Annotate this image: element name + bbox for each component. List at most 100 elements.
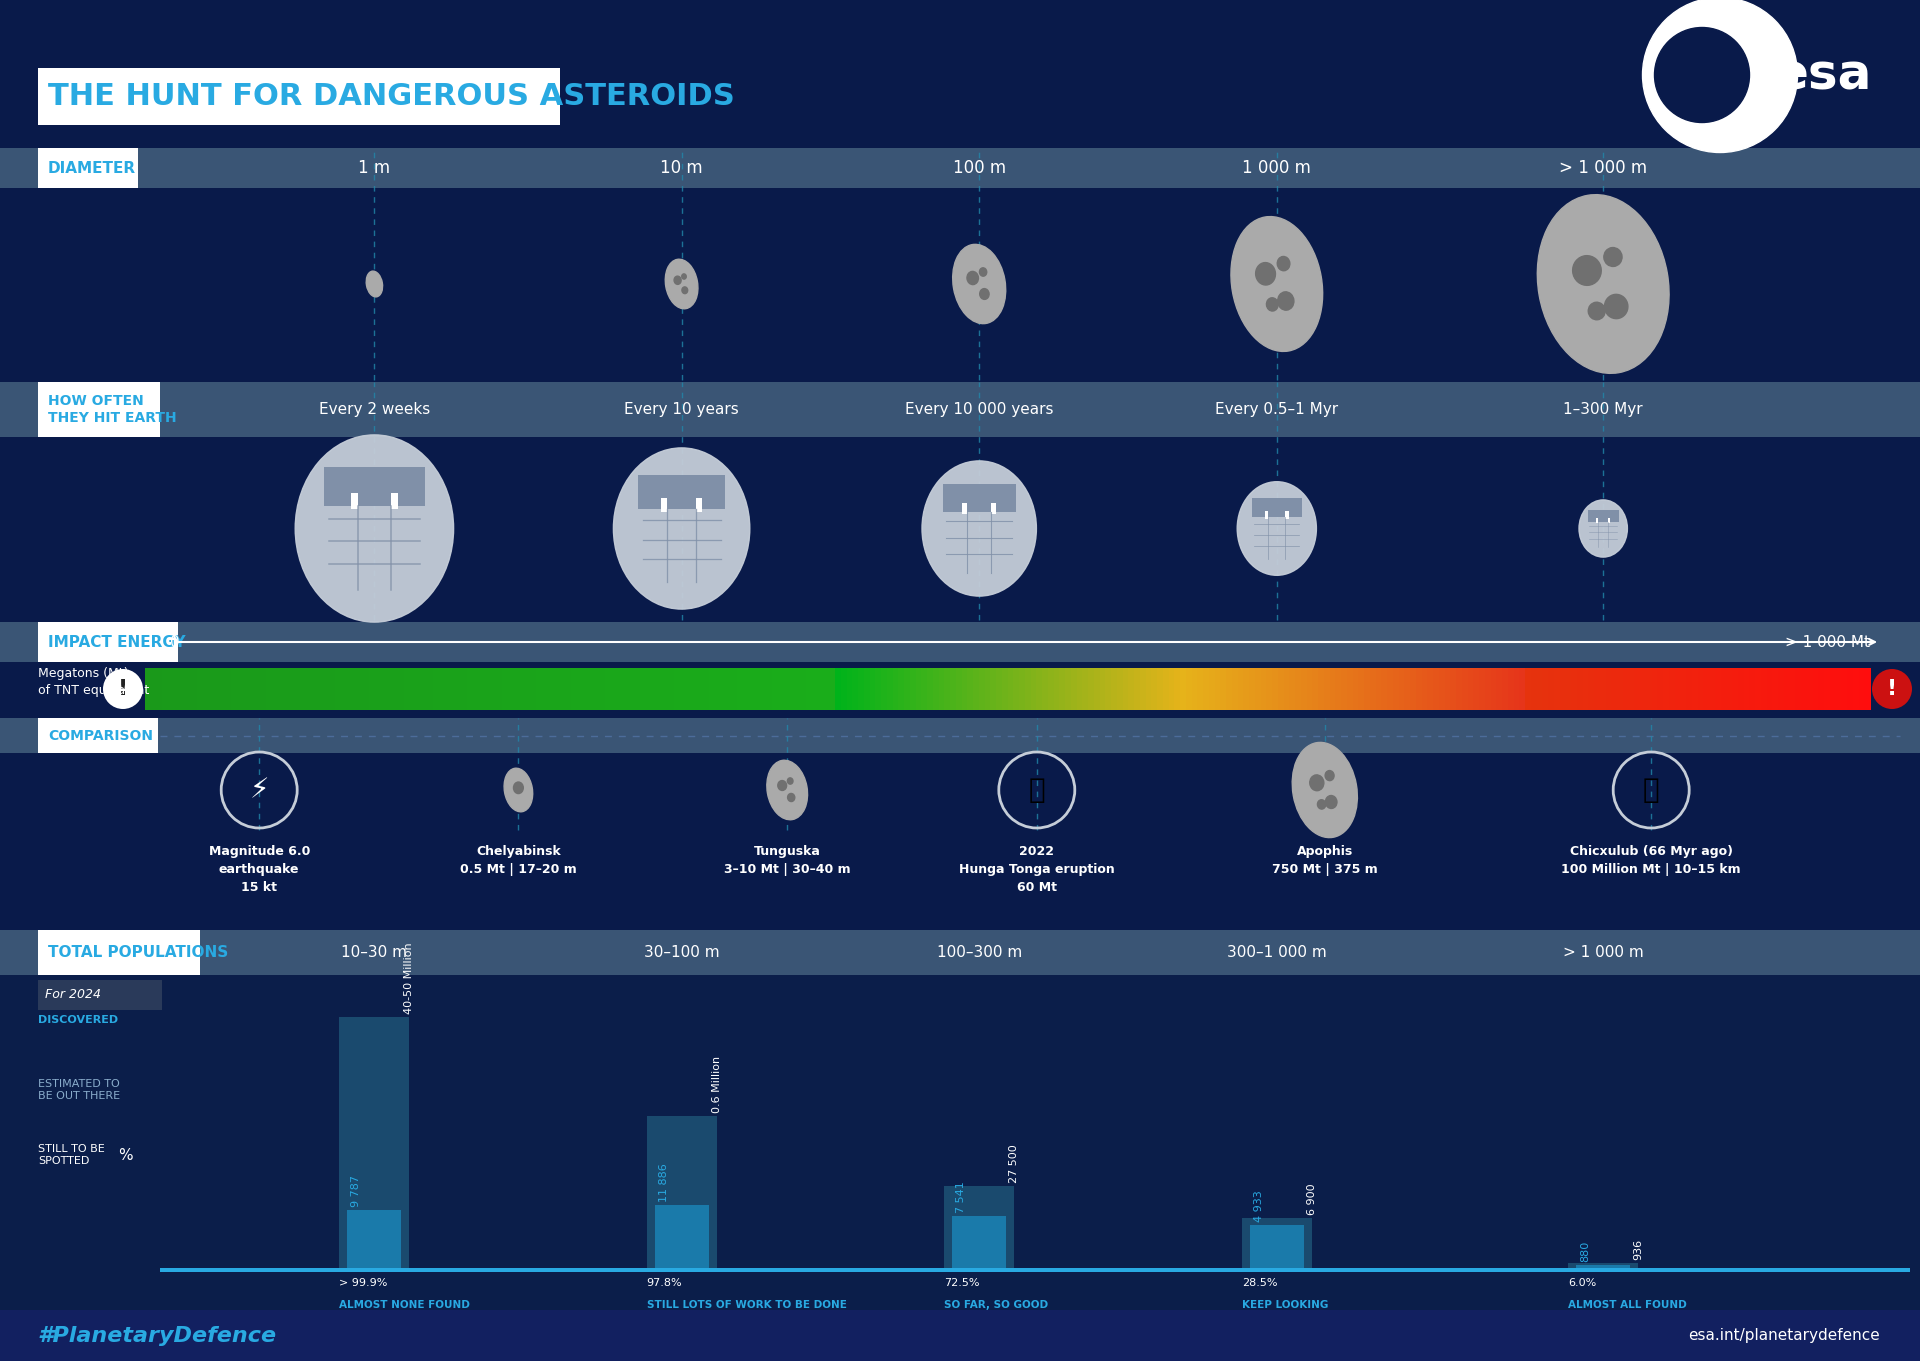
Bar xyxy=(1732,668,1738,710)
Bar xyxy=(1651,668,1657,710)
Bar xyxy=(772,668,778,710)
Bar xyxy=(0,719,1920,753)
Bar xyxy=(726,668,732,710)
Bar xyxy=(351,668,359,710)
Ellipse shape xyxy=(1605,294,1628,318)
Bar xyxy=(484,668,490,710)
Bar xyxy=(380,668,388,710)
Bar xyxy=(1427,668,1434,710)
Bar xyxy=(660,498,668,512)
Bar xyxy=(455,668,461,710)
Bar xyxy=(1755,668,1761,710)
Text: 10–30 m: 10–30 m xyxy=(342,945,407,960)
Bar xyxy=(225,668,232,710)
Bar xyxy=(449,668,457,710)
Bar xyxy=(1766,668,1772,710)
Bar xyxy=(1020,668,1025,710)
Bar xyxy=(0,1311,1920,1361)
Bar xyxy=(1334,668,1342,710)
Bar xyxy=(1478,668,1486,710)
Bar xyxy=(1014,668,1020,710)
Bar xyxy=(1227,668,1233,710)
Ellipse shape xyxy=(513,783,524,793)
Bar xyxy=(637,475,726,509)
Text: 300–1 000 m: 300–1 000 m xyxy=(1227,945,1327,960)
Ellipse shape xyxy=(922,461,1037,596)
Bar xyxy=(1037,668,1043,710)
Bar xyxy=(1565,668,1571,710)
Bar xyxy=(991,668,996,710)
Bar xyxy=(38,68,561,125)
Bar xyxy=(1801,668,1807,710)
Bar xyxy=(1025,668,1031,710)
Bar xyxy=(1617,668,1622,710)
Bar xyxy=(778,668,783,710)
Bar xyxy=(939,668,945,710)
Bar xyxy=(1697,668,1703,710)
Bar xyxy=(311,668,319,710)
Text: !: ! xyxy=(1887,679,1897,700)
Bar xyxy=(1668,668,1674,710)
Text: ⚡: ⚡ xyxy=(250,776,269,804)
Ellipse shape xyxy=(952,245,1006,324)
Bar xyxy=(991,502,996,514)
Bar xyxy=(1519,668,1526,710)
Bar xyxy=(1323,668,1331,710)
Bar xyxy=(1117,668,1123,710)
Bar xyxy=(1392,668,1400,710)
Bar xyxy=(1357,668,1365,710)
Bar xyxy=(1490,668,1498,710)
Text: 2022
Hunga Tonga eruption
60 Mt: 2022 Hunga Tonga eruption 60 Mt xyxy=(958,845,1116,894)
Bar xyxy=(324,467,424,506)
Bar xyxy=(159,1268,1910,1273)
Bar xyxy=(979,668,985,710)
Text: 6.0%: 6.0% xyxy=(1569,1278,1596,1288)
Bar xyxy=(628,668,634,710)
Bar xyxy=(593,668,599,710)
Ellipse shape xyxy=(778,781,787,791)
Bar xyxy=(714,668,720,710)
Bar xyxy=(599,668,605,710)
Bar xyxy=(478,668,484,710)
Bar xyxy=(564,668,570,710)
Bar xyxy=(1455,668,1463,710)
Bar xyxy=(1609,517,1611,523)
Text: 880: 880 xyxy=(1580,1240,1590,1262)
Bar xyxy=(38,930,200,974)
Bar xyxy=(1175,668,1181,710)
Text: > 99.9%: > 99.9% xyxy=(340,1278,388,1288)
Ellipse shape xyxy=(1325,796,1336,808)
Bar xyxy=(899,668,904,710)
Bar xyxy=(1294,668,1302,710)
Bar xyxy=(1674,668,1680,710)
Bar xyxy=(1100,668,1106,710)
Ellipse shape xyxy=(1256,263,1275,284)
Bar xyxy=(340,1017,409,1270)
Bar xyxy=(38,719,157,753)
Text: 72.5%: 72.5% xyxy=(945,1278,979,1288)
Ellipse shape xyxy=(1325,770,1334,781)
Text: IMPACT ENERGY: IMPACT ENERGY xyxy=(48,634,186,649)
Bar xyxy=(927,668,933,710)
Bar xyxy=(1244,668,1250,710)
Bar xyxy=(943,485,1016,512)
Bar xyxy=(1002,668,1008,710)
Bar xyxy=(518,668,524,710)
Bar xyxy=(1267,668,1273,710)
Bar xyxy=(0,930,1920,1361)
Bar xyxy=(1836,668,1841,710)
Bar xyxy=(259,668,267,710)
Bar xyxy=(169,668,175,710)
Bar xyxy=(426,668,434,710)
Text: > 1 000 Mt: > 1 000 Mt xyxy=(1786,634,1870,649)
Bar xyxy=(1271,668,1279,710)
Text: 97.8%: 97.8% xyxy=(647,1278,682,1288)
Bar xyxy=(288,668,296,710)
Bar xyxy=(655,1206,708,1270)
Bar xyxy=(340,668,348,710)
Text: TOTAL POPULATIONS: TOTAL POPULATIONS xyxy=(48,945,228,960)
Text: 100–300 m: 100–300 m xyxy=(937,945,1021,960)
Bar xyxy=(1569,1263,1638,1270)
Bar xyxy=(1288,668,1296,710)
Bar xyxy=(1542,668,1549,710)
